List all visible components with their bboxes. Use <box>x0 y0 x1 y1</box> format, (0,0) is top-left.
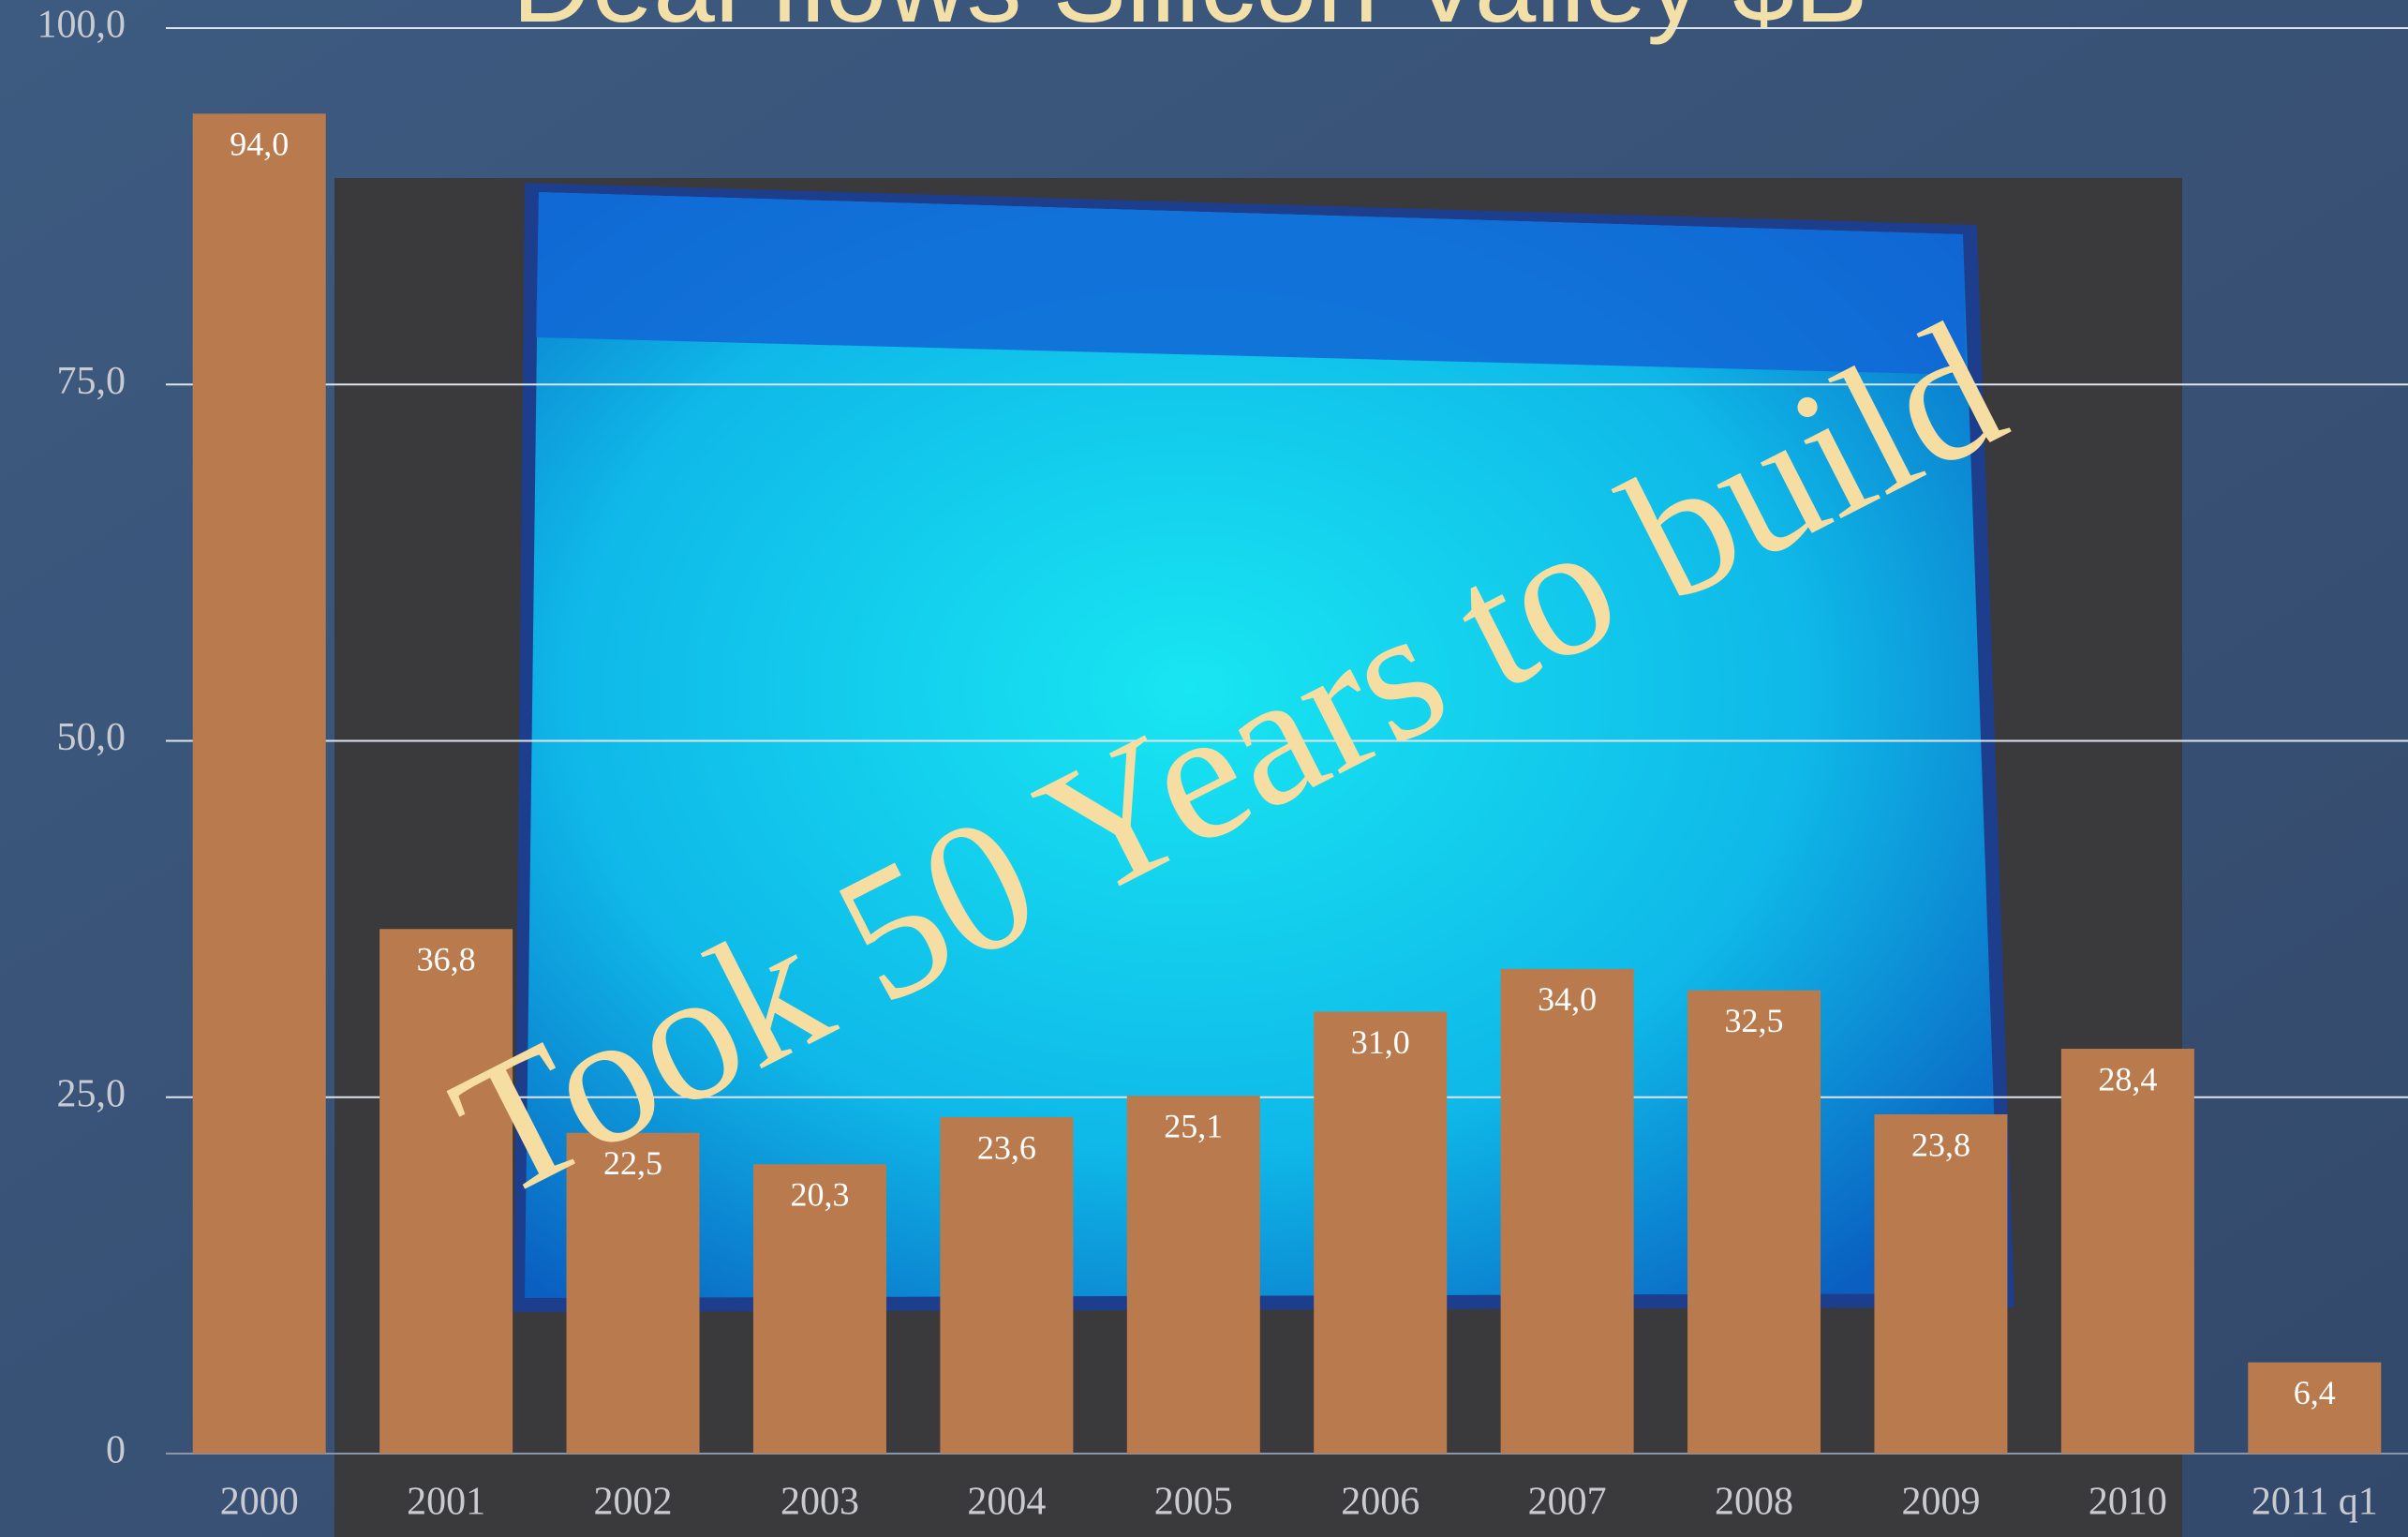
y-tick-label: 100,0 <box>37 4 126 47</box>
x-tick-label: 2010 <box>2088 1481 2167 1524</box>
bar <box>1126 1096 1260 1454</box>
bar <box>566 1132 700 1454</box>
x-tick-label: 2000 <box>220 1481 299 1524</box>
x-tick-label: 2006 <box>1341 1481 1420 1524</box>
bar <box>1874 1114 2008 1454</box>
value-label: 36,8 <box>417 941 476 978</box>
x-tick-label: 2005 <box>1154 1481 1233 1524</box>
y-tick-label: 75,0 <box>57 360 126 403</box>
x-tick-label: 2002 <box>594 1481 673 1524</box>
value-label: 25,1 <box>1164 1107 1223 1144</box>
x-tick-label: 2001 <box>407 1481 485 1524</box>
value-label: 94,0 <box>230 126 289 163</box>
background-photo <box>334 178 2182 1537</box>
value-label: 28,4 <box>2098 1060 2157 1097</box>
bar <box>1687 990 1821 1454</box>
bar <box>1500 968 1634 1454</box>
x-tick-label: 2009 <box>1901 1481 1980 1524</box>
value-label: 32,5 <box>1725 1002 1784 1039</box>
bar <box>2060 1049 2194 1454</box>
x-tick-label: 2003 <box>780 1481 859 1524</box>
bar <box>1314 1011 1448 1454</box>
x-tick-label: 2008 <box>1715 1481 1793 1524</box>
chart-title: Deal flows Silicon Valley $B <box>512 0 1867 46</box>
y-tick-label: 0 <box>106 1429 126 1472</box>
y-tick-label: 25,0 <box>57 1072 126 1115</box>
value-label: 34,0 <box>1538 980 1597 1018</box>
value-label: 6,4 <box>2294 1374 2336 1411</box>
x-tick-label: 2011 q1 <box>2252 1481 2378 1524</box>
bar <box>940 1117 1074 1454</box>
value-label: 22,5 <box>603 1144 662 1182</box>
plot: 0 25,0 50,0 75,0 100,0 2000 94,0 2001 36,8 2002 22… <box>37 4 2408 1524</box>
bar <box>379 929 513 1454</box>
screen-header <box>536 192 1966 375</box>
bar <box>192 113 326 1454</box>
bar <box>2248 1362 2382 1454</box>
x-tick-label: 2007 <box>1528 1481 1607 1524</box>
y-tick-label: 50,0 <box>57 716 126 759</box>
x-tick-label: 2004 <box>967 1481 1046 1524</box>
value-label: 20,3 <box>790 1176 849 1214</box>
bar <box>752 1164 886 1454</box>
value-label: 31,0 <box>1351 1023 1410 1061</box>
value-label: 23,6 <box>977 1128 1036 1166</box>
value-label: 23,8 <box>1911 1126 1970 1163</box>
